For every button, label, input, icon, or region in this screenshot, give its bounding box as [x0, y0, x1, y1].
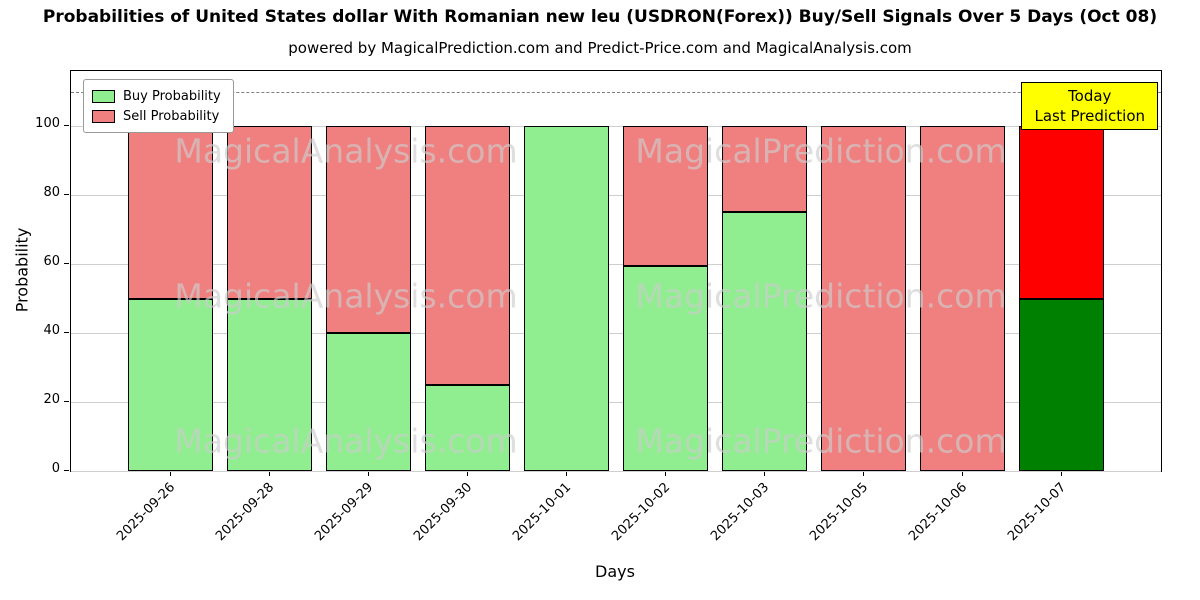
bar-buy-2025-10-02 [622, 265, 709, 471]
bar-buy-2025-09-28 [226, 298, 313, 471]
x-tick-label-2025-09-26: 2025-09-26 [114, 480, 179, 545]
bar-buy-2025-09-29 [325, 333, 412, 471]
x-tick-mark-2025-10-03 [763, 471, 765, 476]
y-tick-label-60: 60 [43, 254, 60, 270]
x-tick-mark-2025-09-26 [169, 471, 171, 476]
x-axis-label: Days [595, 562, 635, 581]
plot-area: Buy Probability Sell Probability Today L… [70, 70, 1162, 472]
y-tick-mark-100 [64, 125, 69, 127]
x-tick-mark-2025-10-02 [664, 471, 666, 476]
bar-sell-2025-09-28 [226, 126, 313, 299]
x-tick-mark-2025-09-30 [466, 471, 468, 476]
x-tick-mark-2025-10-01 [565, 471, 567, 476]
y-tick-mark-80 [64, 194, 69, 196]
bar-sell-2025-10-06 [919, 126, 1006, 471]
legend-item-sell: Sell Probability [92, 106, 221, 126]
bar-buy-2025-10-07 [1018, 298, 1105, 471]
y-tick-label-0: 0 [51, 461, 60, 476]
bar-buy-2025-10-03 [721, 212, 808, 471]
y-tick-label-20: 20 [43, 392, 60, 408]
x-tick-label-2025-10-07: 2025-10-07 [1005, 480, 1070, 545]
bar-buy-2025-10-01 [523, 126, 610, 471]
y-tick-mark-40 [64, 332, 69, 334]
gridline-y-60 [71, 263, 1161, 265]
gridline-y-40 [71, 332, 1161, 334]
gridline-y-20 [71, 401, 1161, 403]
gridline-y-0 [71, 470, 1161, 472]
gridline-y-100 [71, 125, 1161, 127]
x-tick-label-2025-09-30: 2025-09-30 [411, 480, 476, 545]
dashed-threshold-line [71, 91, 1161, 93]
y-tick-mark-20 [64, 401, 69, 403]
y-tick-label-40: 40 [43, 323, 60, 339]
y-axis-label: Probability [12, 227, 32, 313]
x-tick-label-2025-10-03: 2025-10-03 [708, 480, 773, 545]
x-tick-mark-2025-10-06 [961, 471, 963, 476]
x-tick-label-2025-10-06: 2025-10-06 [906, 480, 971, 545]
x-tick-mark-2025-10-07 [1060, 471, 1062, 476]
gridline-y-80 [71, 194, 1161, 196]
y-tick-mark-0 [64, 470, 69, 471]
x-tick-label-2025-10-05: 2025-10-05 [807, 480, 872, 545]
x-tick-mark-2025-09-28 [268, 471, 270, 476]
chart-subtitle: powered by MagicalPrediction.com and Pre… [288, 39, 912, 57]
x-tick-mark-2025-09-29 [367, 471, 369, 476]
bar-sell-2025-10-03 [721, 126, 808, 213]
x-tick-mark-2025-10-05 [862, 471, 864, 476]
bar-sell-2025-09-26 [127, 126, 214, 299]
bar-buy-2025-09-26 [127, 298, 214, 471]
legend-sell-label: Sell Probability [123, 108, 220, 124]
annotation-line-2: Last Prediction [1034, 107, 1145, 125]
legend-item-buy: Buy Probability [92, 86, 221, 106]
legend-buy-label: Buy Probability [123, 88, 221, 104]
bar-sell-2025-10-02 [622, 126, 709, 266]
y-tick-label-80: 80 [43, 185, 60, 201]
today-annotation: Today Last Prediction [1021, 82, 1158, 130]
bar-buy-2025-09-30 [424, 384, 511, 471]
x-tick-label-2025-10-02: 2025-10-02 [609, 480, 674, 545]
x-tick-label-2025-09-28: 2025-09-28 [213, 480, 278, 545]
bar-sell-2025-09-30 [424, 126, 511, 385]
x-tick-label-2025-09-29: 2025-09-29 [312, 480, 377, 545]
y-tick-label-100: 100 [35, 116, 60, 132]
legend: Buy Probability Sell Probability [83, 79, 234, 133]
annotation-line-1: Today [1068, 87, 1112, 105]
chart-title: Probabilities of United States dollar Wi… [42, 7, 1158, 27]
legend-sell-swatch [92, 109, 115, 123]
y-tick-mark-60 [64, 263, 69, 265]
bar-sell-2025-09-29 [325, 126, 412, 334]
legend-buy-swatch [92, 89, 115, 103]
x-tick-label-2025-10-01: 2025-10-01 [510, 480, 575, 545]
bar-sell-2025-10-07 [1018, 126, 1105, 299]
bar-sell-2025-10-05 [820, 126, 907, 471]
